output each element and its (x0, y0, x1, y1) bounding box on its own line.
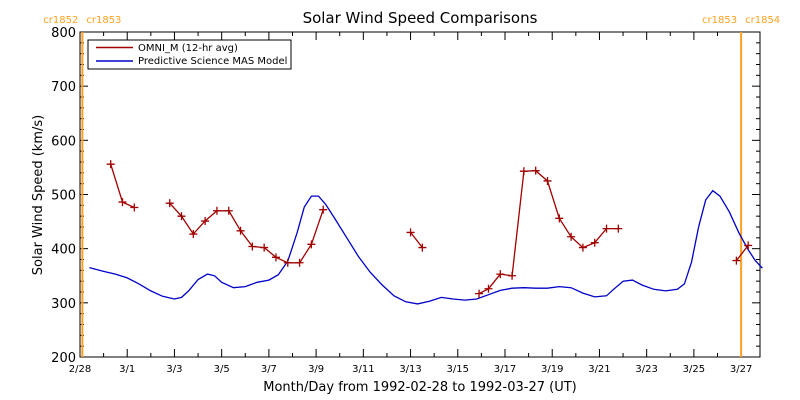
omni-data-point (519, 167, 528, 176)
omni-data-point (578, 243, 587, 252)
omni-data-point (224, 206, 233, 215)
legend-label-omni: OMNI_M (12-hr avg) (138, 43, 238, 54)
omni-data-point (418, 243, 427, 252)
omni-data-point (744, 241, 753, 250)
y-tick-label: 600 (51, 134, 76, 149)
plot-area: 200 300 400 500 600 700 800 2/28 3/1 3/3 3/5 3/7 3/9… (43, 15, 780, 375)
x-tick-label: 3/11 (352, 364, 374, 375)
omni-data-point (201, 217, 210, 226)
omni-data-point (475, 289, 484, 298)
axes-frame (79, 31, 761, 358)
y-tick-label: 500 (51, 189, 76, 204)
omni-data-point (283, 258, 292, 267)
x-tick-label: 3/21 (588, 364, 610, 375)
omni-data-point (531, 166, 540, 175)
legend-label-mas: Predictive Science MAS Model (138, 56, 287, 67)
legend-box (87, 39, 292, 70)
carrington-label: cr1853 (86, 15, 121, 26)
omni-data-point (106, 160, 115, 169)
omni-data-point (496, 270, 505, 279)
x-tick-label: 3/9 (308, 364, 324, 375)
omni-data-point (130, 203, 139, 212)
omni-data-point (614, 224, 623, 233)
y-tick-label: 800 (51, 26, 76, 41)
y-tick-label: 200 (51, 351, 76, 366)
omni-data-point (118, 198, 127, 207)
omni-data-point (567, 232, 576, 241)
carrington-label: cr1854 (745, 15, 780, 26)
omni-data-point (543, 176, 552, 185)
omni-data-point (260, 243, 269, 252)
omni-data-point (555, 214, 564, 223)
x-tick-label: 3/23 (635, 364, 657, 375)
carrington-label: cr1853 (702, 15, 737, 26)
omni-data-point (484, 284, 493, 293)
omni-data-point (732, 256, 741, 265)
omni-data-point (406, 228, 415, 237)
omni-data-point (236, 226, 245, 235)
x-tick-label: 3/1 (119, 364, 135, 375)
carrington-label: cr1852 (43, 15, 78, 26)
omni-data-point (248, 242, 257, 251)
omni-data-point (165, 199, 174, 208)
omni-data-point (177, 212, 186, 221)
omni-data-point (189, 230, 198, 239)
chart-title: Solar Wind Speed Comparisons (303, 9, 538, 27)
x-tick-label: 3/19 (541, 364, 563, 375)
omni-data-point (271, 253, 280, 262)
omni-data-point (295, 258, 304, 267)
series-line-mas-model (89, 189, 763, 305)
y-tick-label: 300 (51, 297, 76, 312)
x-tick-label: 3/13 (399, 364, 421, 375)
y-axis-label: Solar Wind Speed (km/s) (31, 115, 46, 275)
x-tick-label: 3/17 (494, 364, 516, 375)
omni-data-point (508, 271, 517, 280)
x-tick-label: 2/28 (69, 364, 91, 375)
x-tick-label: 3/15 (447, 364, 469, 375)
omni-data-point (319, 205, 328, 214)
y-tick-label: 400 (51, 243, 76, 258)
x-axis-label: Month/Day from 1992-02-28 to 1992-03-27 … (263, 380, 576, 395)
x-tick-label: 3/27 (730, 364, 752, 375)
x-tick-label: 3/7 (261, 364, 277, 375)
legend: OMNI_M (12-hr avg) Predictive Science MA… (87, 39, 292, 70)
omni-data-point (307, 240, 316, 249)
omni-data-point (590, 238, 599, 247)
x-tick-label: 3/5 (214, 364, 230, 375)
series-line-omni (410, 232, 423, 248)
series-line-omni (735, 245, 749, 261)
y-tick-label: 700 (51, 80, 76, 95)
omni-data-point (602, 224, 611, 233)
x-tick-label: 3/25 (683, 364, 705, 375)
x-tick-label: 3/3 (166, 364, 182, 375)
omni-data-point (212, 206, 221, 215)
